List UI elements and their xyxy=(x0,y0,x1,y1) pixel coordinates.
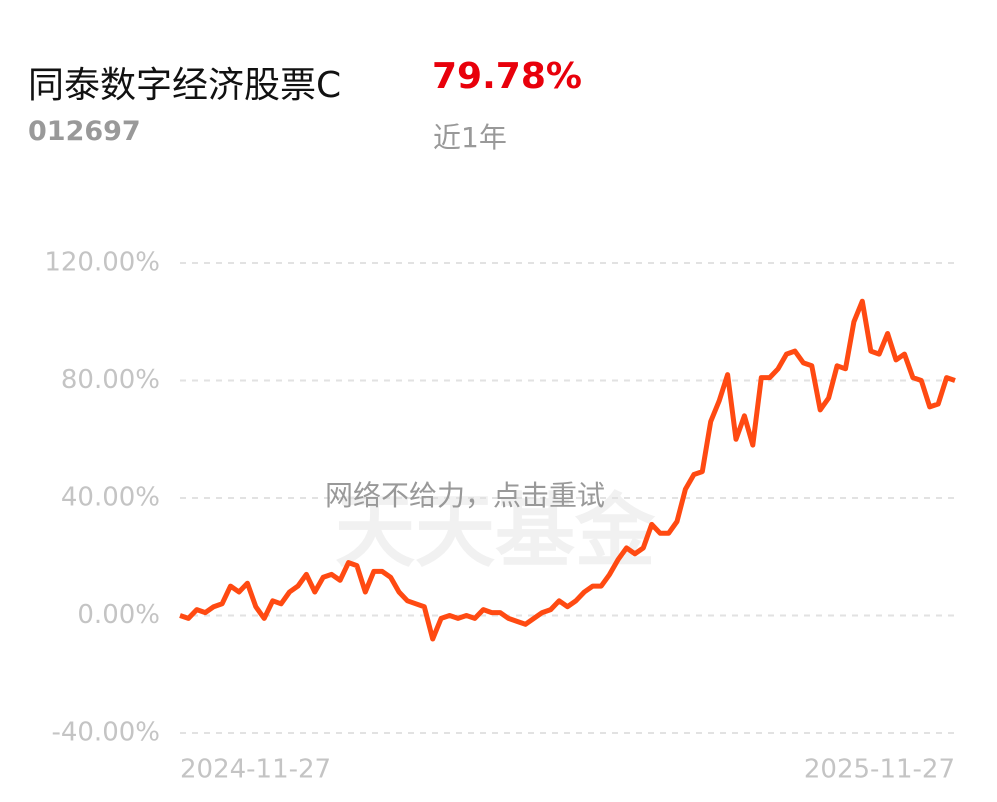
watermark: 天天基金 xyxy=(335,485,656,578)
network-error[interactable]: 网络不给力，点击重试 xyxy=(325,479,606,512)
y-tick-label: 40.00% xyxy=(61,483,160,513)
period: 近1年 xyxy=(433,121,507,154)
x-tick-label: 2025-11-27 xyxy=(804,755,955,785)
x-tick-label: 2024-11-27 xyxy=(180,755,331,785)
fund-code: 012697 xyxy=(28,116,141,147)
fund-name: 同泰数字经济股票C xyxy=(28,65,342,106)
y-tick-label: 120.00% xyxy=(44,248,160,278)
return: 79.78% xyxy=(432,56,582,97)
series-line xyxy=(179,298,956,642)
y-tick-label: 80.00% xyxy=(61,365,160,395)
y-tick-label: -40.00% xyxy=(51,718,160,748)
y-tick-label: 0.00% xyxy=(77,600,160,630)
